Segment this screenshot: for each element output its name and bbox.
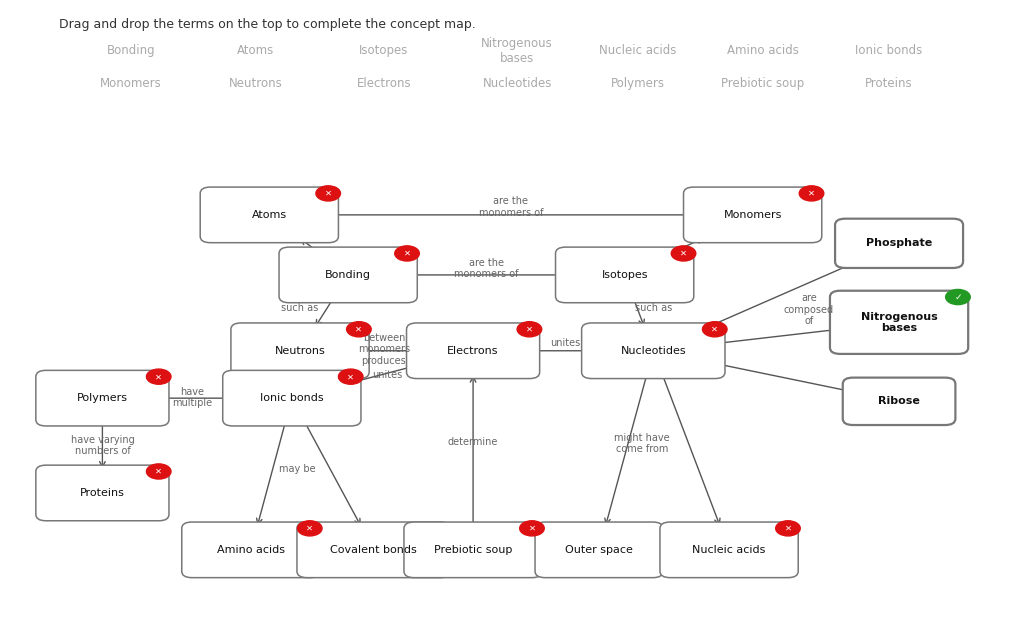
Circle shape [297, 521, 322, 536]
Text: Proteins: Proteins [865, 77, 912, 90]
FancyBboxPatch shape [836, 219, 963, 268]
Circle shape [945, 289, 971, 305]
FancyBboxPatch shape [535, 522, 664, 578]
Text: ✕: ✕ [325, 189, 332, 198]
Text: Nitrogenous
bases: Nitrogenous bases [481, 37, 553, 64]
Text: Monomers: Monomers [723, 210, 782, 220]
Text: ✓: ✓ [954, 293, 962, 301]
Text: Nitrogenous
bases: Nitrogenous bases [861, 312, 937, 333]
FancyBboxPatch shape [843, 378, 955, 425]
Text: Neutrons: Neutrons [274, 346, 326, 356]
Circle shape [672, 246, 696, 261]
Text: unites: unites [550, 338, 581, 348]
Text: have
multiple: have multiple [172, 387, 213, 408]
Text: have varying
numbers of: have varying numbers of [71, 435, 134, 456]
Text: Outer space: Outer space [565, 545, 633, 555]
Text: ✕: ✕ [528, 524, 536, 533]
Text: such as: such as [635, 303, 672, 313]
FancyBboxPatch shape [659, 522, 799, 578]
Text: determine: determine [447, 437, 499, 447]
Circle shape [517, 322, 542, 337]
Text: Bonding: Bonding [106, 44, 156, 57]
Text: ✕: ✕ [784, 524, 792, 533]
Circle shape [338, 369, 362, 384]
Text: ✕: ✕ [347, 372, 354, 381]
Text: Nucleotides: Nucleotides [621, 346, 686, 356]
Text: unites: unites [372, 370, 402, 380]
Text: may be: may be [279, 464, 315, 474]
Text: ✕: ✕ [526, 325, 532, 334]
Text: Nucleic acids: Nucleic acids [692, 545, 766, 555]
Text: Atoms: Atoms [252, 210, 287, 220]
Text: ✕: ✕ [156, 467, 162, 476]
Text: Ionic bonds: Ionic bonds [855, 44, 923, 57]
Circle shape [346, 322, 371, 337]
Text: are the
monomers of: are the monomers of [479, 197, 543, 218]
FancyBboxPatch shape [36, 370, 169, 426]
Text: are
composed
of: are composed of [784, 293, 834, 326]
Text: such as: such as [282, 303, 318, 313]
Text: Electrons: Electrons [356, 77, 412, 90]
Circle shape [776, 521, 801, 536]
Circle shape [394, 246, 420, 261]
Text: Covalent bonds: Covalent bonds [331, 545, 417, 555]
Text: Ribose: Ribose [879, 396, 920, 406]
FancyBboxPatch shape [222, 370, 360, 426]
Text: Nucleic acids: Nucleic acids [599, 44, 677, 57]
Text: ✕: ✕ [355, 325, 362, 334]
Circle shape [520, 521, 545, 536]
Text: ✕: ✕ [156, 372, 162, 381]
Circle shape [146, 369, 171, 384]
Text: ✕: ✕ [680, 249, 687, 258]
Text: Electrons: Electrons [447, 346, 499, 356]
Text: Monomers: Monomers [100, 77, 162, 90]
Text: Polymers: Polymers [611, 77, 665, 90]
Text: ✕: ✕ [808, 189, 815, 198]
FancyBboxPatch shape [36, 465, 169, 521]
Text: Atoms: Atoms [238, 44, 274, 57]
Text: between
monomers
produces: between monomers produces [358, 333, 410, 366]
Text: ✕: ✕ [403, 249, 411, 258]
Text: Amino acids: Amino acids [217, 545, 285, 555]
Text: Neutrons: Neutrons [229, 77, 283, 90]
FancyBboxPatch shape [582, 323, 725, 379]
Circle shape [146, 464, 171, 479]
Text: Isotopes: Isotopes [601, 270, 648, 280]
Text: Prebiotic soup: Prebiotic soup [434, 545, 512, 555]
Text: Nucleotides: Nucleotides [482, 77, 552, 90]
FancyBboxPatch shape [684, 187, 821, 243]
FancyBboxPatch shape [297, 522, 451, 578]
FancyBboxPatch shape [201, 187, 338, 243]
Circle shape [799, 186, 823, 201]
Text: Prebiotic soup: Prebiotic soup [721, 77, 805, 90]
Text: ✕: ✕ [306, 524, 313, 533]
Circle shape [702, 322, 727, 337]
FancyBboxPatch shape [279, 247, 418, 303]
FancyBboxPatch shape [182, 522, 319, 578]
FancyBboxPatch shape [555, 247, 694, 303]
Text: Polymers: Polymers [77, 393, 128, 403]
Text: Bonding: Bonding [326, 270, 371, 280]
Text: ✕: ✕ [712, 325, 718, 334]
FancyBboxPatch shape [230, 323, 369, 379]
Text: Amino acids: Amino acids [727, 44, 799, 57]
Text: Ionic bonds: Ionic bonds [260, 393, 324, 403]
Circle shape [315, 186, 340, 201]
Text: Isotopes: Isotopes [359, 44, 409, 57]
Text: Proteins: Proteins [80, 488, 125, 498]
FancyBboxPatch shape [829, 291, 969, 354]
Text: might have
come from: might have come from [614, 433, 670, 454]
Text: Phosphate: Phosphate [866, 238, 932, 248]
FancyBboxPatch shape [403, 522, 543, 578]
Text: Drag and drop the terms on the top to complete the concept map.: Drag and drop the terms on the top to co… [59, 18, 476, 31]
Text: are the
monomers of: are the monomers of [455, 258, 518, 279]
FancyBboxPatch shape [407, 323, 540, 379]
